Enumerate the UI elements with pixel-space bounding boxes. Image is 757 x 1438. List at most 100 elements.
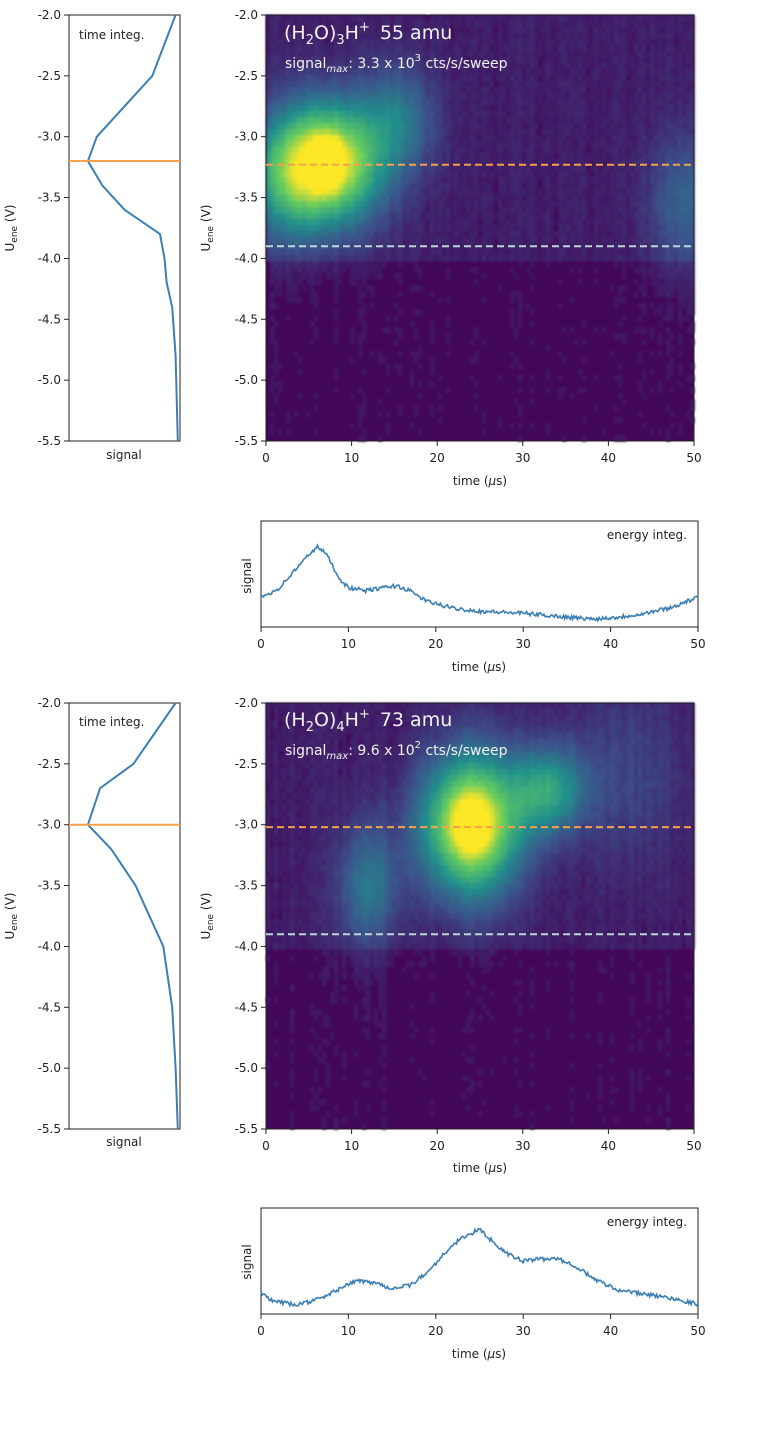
heatmap-cell — [362, 231, 367, 238]
heatmap-cell — [466, 123, 471, 130]
heatmap-cell — [334, 273, 339, 280]
heatmap-cell — [298, 15, 303, 22]
heatmap-cell — [586, 207, 591, 214]
heatmap-cell — [346, 159, 351, 166]
heatmap-cell — [358, 207, 363, 214]
heatmap-cell — [642, 75, 647, 82]
heatmap-cell — [518, 111, 523, 118]
heatmap-cell — [306, 207, 311, 214]
heatmap-cell — [306, 75, 311, 82]
heatmap-cell — [594, 189, 599, 196]
heatmap-cell — [310, 249, 315, 256]
heatmap-cell — [506, 15, 511, 22]
heatmap-cell — [322, 195, 327, 202]
heatmap-cell — [646, 171, 651, 178]
heatmap-cell — [334, 57, 339, 64]
heatmap-cell — [642, 87, 647, 94]
heatmap-cell — [602, 243, 607, 250]
heatmap-cell — [330, 273, 335, 280]
heatmap-cell — [586, 255, 591, 262]
heatmap-cell — [594, 111, 599, 118]
heatmap-cell — [398, 291, 403, 298]
heatmap-cell — [638, 27, 643, 34]
heatmap-cell — [582, 225, 587, 232]
heatmap-cell — [418, 147, 423, 154]
heatmap-cell — [690, 201, 695, 208]
heatmap-cell — [470, 153, 475, 160]
heatmap-cell — [374, 171, 379, 178]
heatmap-cell — [650, 333, 655, 340]
heatmap-cell — [354, 231, 359, 238]
heatmap-cell — [482, 45, 487, 52]
heatmap-cell — [518, 57, 523, 64]
heatmap-cell — [666, 195, 671, 202]
heatmap-cell — [334, 219, 339, 226]
heatmap-cell — [550, 117, 555, 124]
heatmap-cell — [522, 147, 527, 154]
heatmap-cell — [602, 87, 607, 94]
heatmap-cell — [390, 171, 395, 178]
heatmap-cell — [570, 165, 575, 172]
heatmap-cell — [362, 27, 367, 34]
heatmap-cell — [458, 159, 463, 166]
heatmap-cell — [518, 315, 523, 322]
heatmap-cell — [578, 45, 583, 52]
heatmap-cell — [422, 69, 427, 76]
heatmap-cell — [690, 219, 695, 226]
heatmap-cell — [278, 279, 283, 286]
heatmap-cell — [482, 39, 487, 46]
heatmap-cell — [518, 153, 523, 160]
heatmap-cell — [326, 261, 331, 268]
heatmap-cell — [518, 165, 523, 172]
heatmap-cell — [466, 99, 471, 106]
heatmap-cell — [546, 423, 551, 430]
heatmap-cell — [538, 195, 543, 202]
heatmap-cell — [514, 45, 519, 52]
heatmap-cell — [370, 15, 375, 22]
heatmap-cell — [610, 135, 615, 142]
heatmap-cell — [650, 387, 655, 394]
heatmap-cell — [426, 195, 431, 202]
heatmap-cell — [470, 201, 475, 208]
heatmap-cell — [426, 225, 431, 232]
heatmap-cell — [682, 273, 687, 280]
heatmap-cell — [622, 297, 627, 304]
heatmap-cell — [582, 135, 587, 142]
heatmap-cell — [422, 39, 427, 46]
heatmap-cell — [690, 237, 695, 244]
heatmap-cell — [422, 21, 427, 28]
heatmap-cell — [342, 75, 347, 82]
heatmap-cell — [318, 225, 323, 232]
heatmap-cell — [590, 249, 595, 256]
heatmap-cell — [382, 243, 387, 250]
heatmap-cell — [442, 75, 447, 82]
heatmap-cell — [546, 153, 551, 160]
heatmap-cell — [322, 237, 327, 244]
heatmap-cell — [350, 105, 355, 112]
heatmap-cell — [654, 183, 659, 190]
heatmap-cell — [638, 267, 643, 274]
heatmap-cell — [434, 201, 439, 208]
heatmap-cell — [350, 171, 355, 178]
heatmap-cell — [618, 147, 623, 154]
heatmap-cell — [454, 201, 459, 208]
heatmap-cell — [654, 15, 659, 22]
heatmap-cell — [314, 99, 319, 106]
heatmap-cell — [490, 111, 495, 118]
heatmap-cell — [538, 27, 543, 34]
heatmap-cell — [374, 45, 379, 52]
heatmap-cell — [482, 75, 487, 82]
heatmap-cell — [498, 81, 503, 88]
heatmap-cell — [662, 87, 667, 94]
heatmap-cell — [266, 123, 271, 130]
heatmap-cell — [554, 105, 559, 112]
heatmap-cell — [618, 255, 623, 262]
heatmap-cell — [506, 213, 511, 220]
heatmap-cell — [614, 255, 619, 262]
heatmap-cell — [334, 261, 339, 268]
heatmap-cell — [510, 171, 515, 178]
heatmap-cell — [670, 141, 675, 148]
heatmap-cell — [646, 189, 651, 196]
heatmap-cell — [278, 273, 283, 280]
heatmap-cell — [318, 45, 323, 52]
